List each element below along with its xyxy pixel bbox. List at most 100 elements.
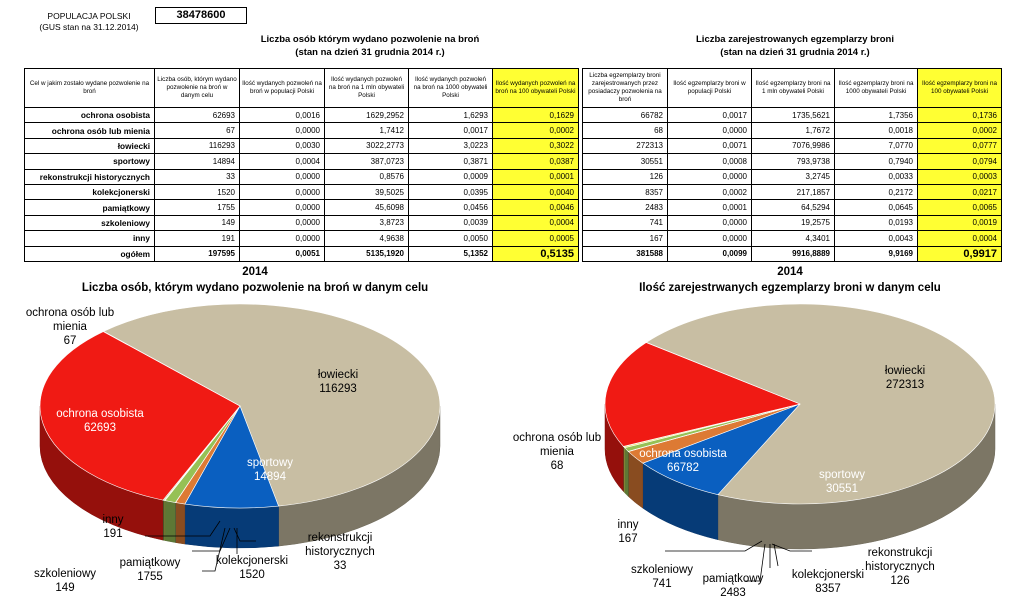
table-cell: 0,0051	[239, 245, 325, 262]
table-cell: 0,1736	[917, 106, 1002, 124]
pie-label-line: sportowy	[819, 469, 865, 481]
leader-line	[233, 527, 256, 542]
table-right-header: Ilość egzemplarzy broni na 1000 obywatel…	[834, 68, 918, 108]
pie-label: łowiecki 272313	[885, 365, 925, 391]
table-cell: 0,0009	[408, 168, 493, 185]
table-right-title-line1: Liczba zarejestrowanych egzemplarzy bron…	[696, 34, 894, 45]
pie-label-line: 30551	[826, 483, 858, 495]
table-cell: 0,0000	[239, 168, 325, 185]
table-cell: 0,0193	[834, 214, 918, 232]
leader-line	[665, 540, 763, 552]
table-cell: 0,5135	[492, 245, 579, 262]
pie-label: ochrona osobista 66782	[639, 448, 727, 474]
table-cell: 4,9638	[324, 230, 409, 247]
table-row: rekonstrukcji historycznych 33 0,0000 0,857…	[24, 168, 579, 185]
table-left-header: Ilość wydanych pozwoleń na broń w popula…	[239, 68, 325, 108]
table-cell: 0,0017	[667, 106, 752, 124]
pie-label-line: 68	[551, 460, 564, 472]
table-cell: 45,6098	[324, 199, 409, 216]
pie-label: ochrona osobista 62693	[56, 408, 144, 434]
table-right-header: Ilość egzemplarzy broni na 1 mln obywate…	[751, 68, 835, 108]
chart2-subtitle: Ilość zarejestrwanych egzemplarzy broni …	[639, 282, 941, 294]
pie-label-line: historycznych	[865, 561, 935, 573]
pie-label-line: 191	[103, 528, 122, 540]
pie-label-line: 126	[890, 575, 909, 587]
table-cell: 0,0645	[834, 199, 918, 216]
chart1-subtitle: Liczba osób, którym wydano pozwolenie na…	[81, 282, 429, 294]
table-cell: 0,0019	[917, 214, 1002, 232]
table-cell: 1,6293	[408, 106, 493, 124]
pie-label: szkoleniowy 149	[34, 568, 96, 594]
pie-label-line: ochrona osób lub	[26, 307, 114, 319]
table-row: 2483 0,0001 64,5294 0,0645 0,0065	[582, 199, 1002, 216]
pie-label-line: 116293	[319, 383, 357, 395]
pie-label-line: pamiątkowy	[703, 573, 764, 585]
row-label: pamiątkowy	[24, 199, 155, 216]
table-right-header: Ilość egzemplarzy broni na 100 obywateli…	[917, 68, 1002, 108]
row-label: ochrona osobista	[24, 106, 155, 124]
pie-slice-side	[175, 502, 186, 545]
table-cell: 33	[154, 168, 240, 185]
pie-label-line: 2483	[720, 587, 746, 599]
pie-label-line: rekonstrukcji	[308, 532, 373, 544]
table-cell: 1,7412	[324, 122, 409, 139]
table-cell: 126	[582, 168, 668, 185]
table-left: Cel w jakim zostało wydane pozwolenie na…	[24, 68, 579, 262]
table-cell: 0,0000	[239, 214, 325, 232]
table-cell: 0,0004	[492, 214, 579, 232]
pie-label: ochrona osób lub mienia 68	[513, 432, 601, 472]
pie-label-line: 1755	[137, 571, 163, 583]
table-cell: 0,0003	[917, 168, 1002, 185]
table-cell: 0,0395	[408, 183, 493, 201]
table-cell: 191	[154, 230, 240, 247]
pie-label-line: łowiecki	[318, 369, 358, 381]
pie-label: rekonstrukcji historycznych 126	[865, 547, 935, 587]
chart2-title: 2014	[777, 266, 803, 278]
pie-label-line: 149	[55, 582, 74, 594]
pie-label-line: 66782	[667, 462, 699, 474]
table-left-title: Liczba osób którym wydano pozwolenie na …	[160, 33, 580, 59]
table-cell: 0,0017	[408, 122, 493, 139]
table-cell: 0,0000	[239, 183, 325, 201]
table-cell: 0,0043	[834, 230, 918, 247]
pie-label: inny 167	[617, 519, 638, 545]
table-cell: 3,2745	[751, 168, 835, 185]
chart1-title: 2014	[242, 266, 268, 278]
table-row: 272313 0,0071 7076,9986 7,0770 0,0777	[582, 137, 1002, 155]
pie-label-line: inny	[617, 519, 638, 531]
table-cell: 39,5025	[324, 183, 409, 201]
leader-line	[192, 527, 231, 552]
table-cell: 14894	[154, 153, 240, 170]
table-left-header-row: Cel w jakim zostało wydane pozwolenie na…	[24, 68, 579, 108]
table-cell: 7,0770	[834, 137, 918, 155]
table-right-header-row: Liczba egzemplarzy broni zarejestrowanyc…	[582, 68, 1002, 108]
table-cell: 9916,8889	[751, 245, 835, 262]
pie-label: sportowy 30551	[819, 469, 865, 495]
pie-label-line: mienia	[540, 446, 574, 458]
table-cell: 387,0723	[324, 153, 409, 170]
table-cell: 1,7672	[751, 122, 835, 139]
pie-label-line: 14894	[254, 471, 287, 483]
table-cell: 0,2172	[834, 183, 918, 201]
table-cell: 3022,2773	[324, 137, 409, 155]
table-left-header: Ilość wydanych pozwoleń na broń na 100 o…	[492, 68, 579, 108]
table-cell: 0,1629	[492, 106, 579, 124]
table-row: sportowy 14894 0,0004 387,0723 0,3871 0,0387	[24, 153, 579, 170]
table-right-header: Liczba egzemplarzy broni zarejestrowanyc…	[582, 68, 668, 108]
table-cell: 741	[582, 214, 668, 232]
table-left-title-line2: (stan na dzień 31 grudnia 2014 r.)	[295, 47, 445, 58]
table-cell: 0,3871	[408, 153, 493, 170]
pie-label: rekonstrukcji historycznych 33	[305, 532, 375, 572]
table-cell: 0,0033	[834, 168, 918, 185]
table-cell: 0,0456	[408, 199, 493, 216]
chart2-title-block: 2014 Ilość zarejestrwanych egzemplarzy b…	[590, 264, 990, 296]
table-cell: 1520	[154, 183, 240, 201]
table-cell: 0,0002	[492, 122, 579, 139]
table-cell: 0,0005	[492, 230, 579, 247]
pie-label-line: inny	[102, 514, 123, 526]
pie-chart-1: łowiecki 116293 sportowy 14894 kolekcjonersk…	[26, 303, 441, 594]
table-cell: 66782	[582, 106, 668, 124]
table-cell: 0,0794	[917, 153, 1002, 170]
table-cell: 64,5294	[751, 199, 835, 216]
pie-label-line: pamiątkowy	[120, 557, 181, 569]
